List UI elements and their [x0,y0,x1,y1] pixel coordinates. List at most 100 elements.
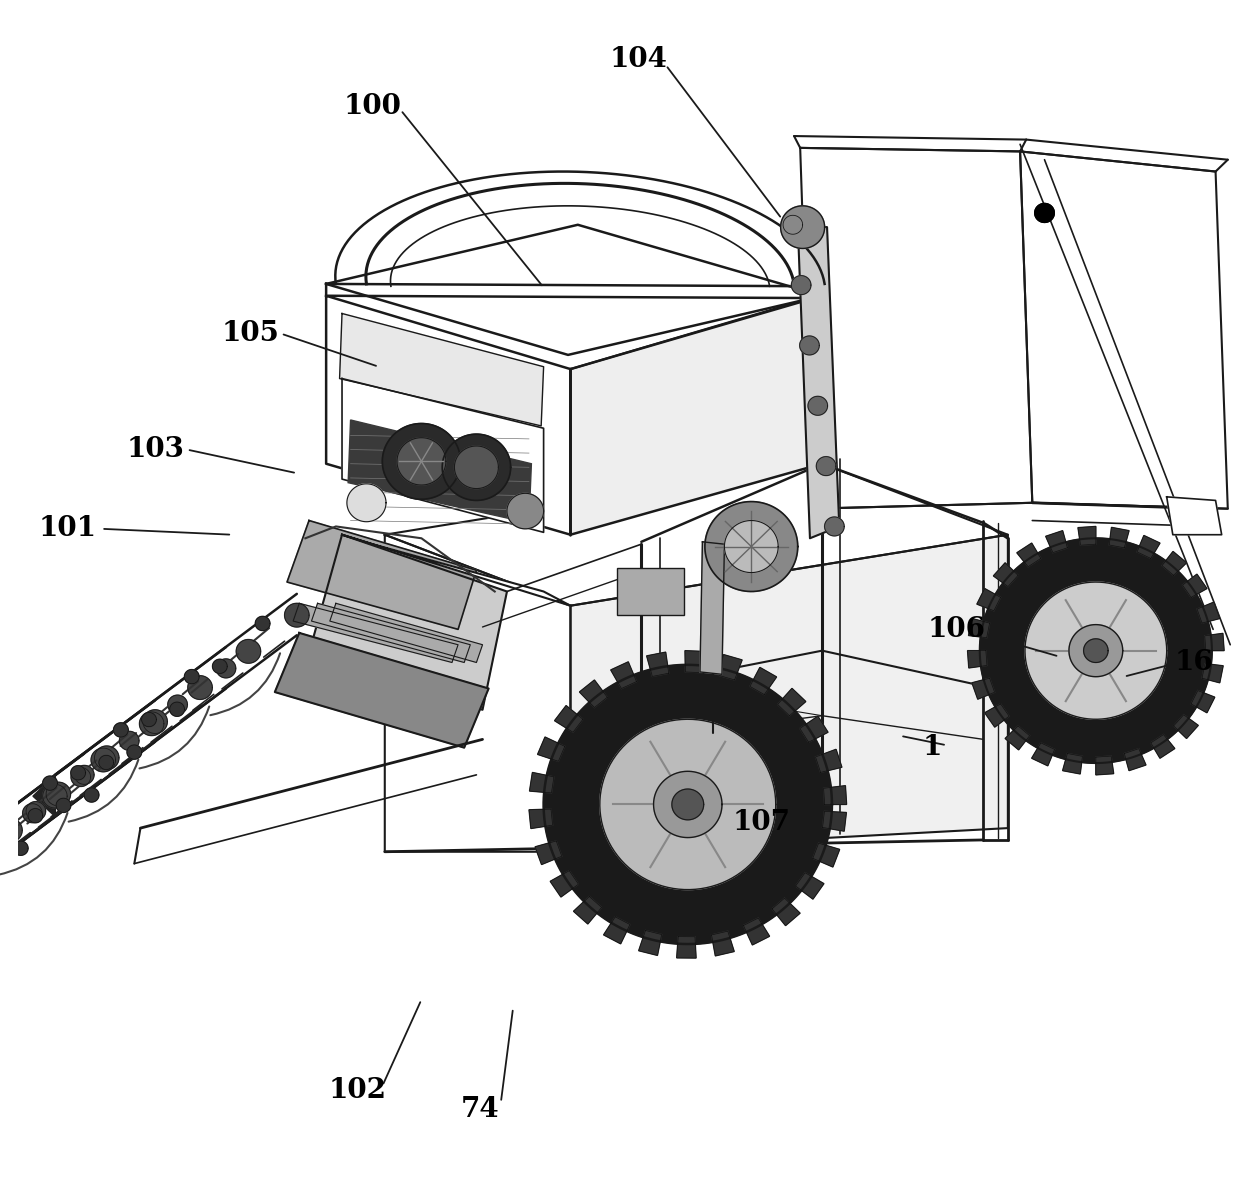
Polygon shape [1110,528,1130,548]
Polygon shape [985,704,1009,728]
Polygon shape [29,809,42,822]
Polygon shape [816,457,836,476]
Text: 105: 105 [222,321,279,347]
Polygon shape [972,678,994,699]
Polygon shape [143,710,167,733]
Polygon shape [1017,543,1040,567]
Polygon shape [1006,726,1029,750]
Polygon shape [14,841,29,855]
Polygon shape [1021,151,1228,509]
Polygon shape [1084,639,1109,662]
Polygon shape [330,603,482,662]
Polygon shape [704,502,797,592]
Polygon shape [1202,664,1223,683]
Polygon shape [42,776,57,790]
Polygon shape [114,723,128,737]
Polygon shape [443,434,511,500]
Polygon shape [611,661,636,689]
Polygon shape [812,843,839,867]
Polygon shape [185,670,200,684]
Text: 103: 103 [126,437,184,463]
Polygon shape [454,446,498,489]
Polygon shape [293,603,458,662]
Polygon shape [823,786,847,804]
Polygon shape [42,784,67,808]
Polygon shape [139,712,164,736]
Text: 1: 1 [923,735,942,761]
Polygon shape [216,659,236,678]
Polygon shape [384,464,1008,606]
Polygon shape [672,789,703,820]
Polygon shape [286,521,476,629]
Polygon shape [347,484,386,522]
Polygon shape [1167,497,1221,535]
Polygon shape [724,521,779,573]
Polygon shape [536,841,562,865]
Polygon shape [1162,551,1187,575]
Polygon shape [1078,526,1096,545]
Polygon shape [326,296,570,535]
Polygon shape [993,563,1018,587]
Polygon shape [712,931,734,956]
Text: 104: 104 [610,46,668,72]
Polygon shape [968,619,990,638]
Polygon shape [604,917,630,944]
Polygon shape [980,538,1211,763]
Polygon shape [750,667,776,694]
Polygon shape [574,897,601,924]
Polygon shape [570,296,822,535]
Polygon shape [543,665,832,944]
Polygon shape [309,535,507,710]
Polygon shape [26,802,46,821]
Polygon shape [744,918,770,945]
Polygon shape [311,603,470,662]
Polygon shape [1137,536,1159,558]
Polygon shape [0,819,22,842]
Polygon shape [340,313,543,426]
Polygon shape [808,396,827,415]
Polygon shape [94,746,119,770]
Polygon shape [1183,574,1207,597]
Polygon shape [701,542,724,674]
Polygon shape [1205,633,1224,651]
Polygon shape [784,215,802,234]
Polygon shape [1197,602,1220,623]
Polygon shape [684,651,704,673]
Polygon shape [773,898,800,925]
Polygon shape [91,748,115,771]
Polygon shape [342,379,543,532]
Text: 100: 100 [343,93,402,119]
Polygon shape [1151,735,1174,758]
Polygon shape [1192,691,1215,712]
Polygon shape [1069,625,1122,677]
Polygon shape [507,493,543,529]
Polygon shape [800,336,820,355]
Polygon shape [570,535,1008,852]
Polygon shape [797,225,839,538]
Text: 107: 107 [732,809,790,835]
Polygon shape [99,756,114,769]
Polygon shape [579,680,608,707]
Polygon shape [119,731,139,750]
Text: 16: 16 [1174,649,1213,675]
Polygon shape [326,225,822,355]
Polygon shape [33,775,55,816]
Polygon shape [796,873,823,899]
Polygon shape [800,716,828,742]
Polygon shape [382,424,460,499]
Polygon shape [816,749,842,772]
Polygon shape [718,654,742,680]
Polygon shape [1034,203,1054,222]
Polygon shape [538,737,564,762]
Polygon shape [791,276,811,295]
Polygon shape [977,589,1001,610]
Polygon shape [1025,582,1167,719]
Polygon shape [71,768,91,787]
Polygon shape [22,803,42,822]
Polygon shape [275,633,489,748]
Polygon shape [551,871,579,897]
Polygon shape [167,696,187,715]
Polygon shape [255,616,270,631]
Polygon shape [56,799,71,813]
Polygon shape [187,675,212,699]
